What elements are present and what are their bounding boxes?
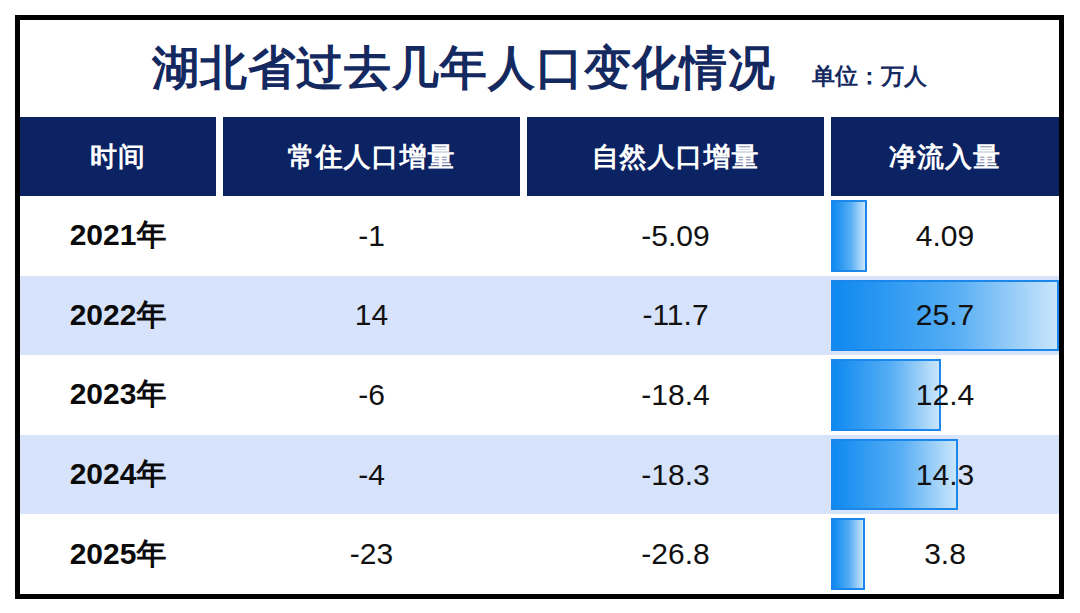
natural-increment-cell: -18.4 <box>527 355 824 435</box>
net-inflow-value: 4.09 <box>916 219 974 253</box>
net-inflow-cell: 12.4 <box>831 355 1059 435</box>
resident-increment-cell: -6 <box>223 355 520 435</box>
net-inflow-value: 25.7 <box>916 298 974 332</box>
unit-label: 单位：万人 <box>812 65 927 88</box>
resident-increment-cell: -23 <box>223 514 520 594</box>
column-header-resident-increment: 常住人口增量 <box>223 117 520 196</box>
table-row-2025: 2025年 -23 -26.8 3.8 <box>20 514 1059 594</box>
net-inflow-cell: 25.7 <box>831 276 1059 356</box>
table-row-2021: 2021年 -1 -5.09 4.09 <box>20 196 1059 276</box>
year-cell: 2024年 <box>20 435 216 515</box>
resident-increment-cell: 14 <box>223 276 520 356</box>
net-inflow-value: 3.8 <box>924 537 966 571</box>
net-inflow-value: 12.4 <box>916 378 974 412</box>
population-table-card: 湖北省过去几年人口变化情况 单位：万人 时间 常住人口增量 自然人口增量 净流入… <box>15 15 1064 599</box>
year-cell: 2022年 <box>20 276 216 356</box>
table-body: 2021年 -1 -5.09 4.09 2022年 14 -11.7 25.7 … <box>20 196 1059 594</box>
title-bar: 湖北省过去几年人口变化情况 单位：万人 <box>20 20 1059 117</box>
resident-increment-cell: -4 <box>223 435 520 515</box>
page-title: 湖北省过去几年人口变化情况 <box>152 44 776 91</box>
column-header-net-inflow: 净流入量 <box>831 117 1059 196</box>
table-header-row: 时间 常住人口增量 自然人口增量 净流入量 <box>20 117 1059 196</box>
natural-increment-cell: -26.8 <box>527 514 824 594</box>
column-header-time: 时间 <box>20 117 216 196</box>
net-inflow-cell: 3.8 <box>831 514 1059 594</box>
natural-increment-cell: -11.7 <box>527 276 824 356</box>
table-row-2024: 2024年 -4 -18.3 14.3 <box>20 435 1059 515</box>
net-inflow-bar <box>831 518 865 590</box>
natural-increment-cell: -5.09 <box>527 196 824 276</box>
resident-increment-cell: -1 <box>223 196 520 276</box>
net-inflow-value: 14.3 <box>916 458 974 492</box>
year-cell: 2023年 <box>20 355 216 435</box>
year-cell: 2025年 <box>20 514 216 594</box>
net-inflow-cell: 14.3 <box>831 435 1059 515</box>
net-inflow-bar <box>831 200 867 272</box>
table-row-2023: 2023年 -6 -18.4 12.4 <box>20 355 1059 435</box>
natural-increment-cell: -18.3 <box>527 435 824 515</box>
net-inflow-cell: 4.09 <box>831 196 1059 276</box>
year-cell: 2021年 <box>20 196 216 276</box>
column-header-natural-increment: 自然人口增量 <box>527 117 824 196</box>
infographic-canvas: 湖北省过去几年人口变化情况 单位：万人 时间 常住人口增量 自然人口增量 净流入… <box>0 0 1080 613</box>
table-row-2022: 2022年 14 -11.7 25.7 <box>20 276 1059 356</box>
